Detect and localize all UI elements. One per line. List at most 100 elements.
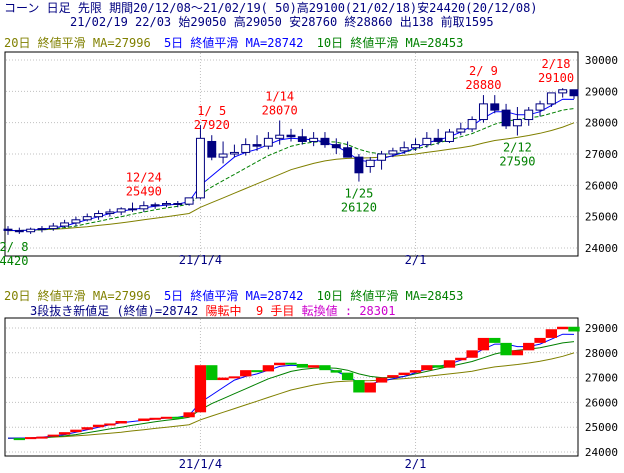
y-tick-label: 30000 <box>585 54 618 67</box>
new-price-block <box>307 365 320 368</box>
annotation-date: 2/18 <box>542 57 571 71</box>
candle-body <box>263 137 273 147</box>
candle-body <box>388 150 398 155</box>
candle-body <box>445 131 454 142</box>
annotation-value: 4420 <box>0 254 28 268</box>
bottom-y-axis: 29000 28000 27000 26000 25000 24000 <box>585 322 618 459</box>
new-price-block <box>70 429 82 433</box>
candle-body <box>116 208 126 213</box>
header-line-2: 21/02/19 22/03 始29050 高29050 安28760 終288… <box>70 15 494 29</box>
annotation-date: 1/25 <box>344 187 373 201</box>
new-price-block <box>353 380 365 393</box>
new-price-block <box>104 423 116 426</box>
annotation-value: 27590 <box>499 155 535 169</box>
new-price-block <box>81 427 93 430</box>
annotation-date: 1/ 5 <box>197 104 226 118</box>
new-price-block <box>330 370 342 373</box>
candle-body <box>422 137 432 146</box>
candle-body <box>71 219 81 224</box>
candle-body <box>558 89 568 94</box>
candle-body <box>173 203 183 206</box>
annotation-date: 2/12 <box>503 141 532 155</box>
new-price-block <box>511 350 524 356</box>
new-price-block <box>262 365 275 372</box>
y-tick-label: 25000 <box>585 421 618 434</box>
candle-body <box>275 134 285 139</box>
candle-body <box>37 228 47 231</box>
new-price-block <box>557 326 569 330</box>
top-moving-averages <box>7 98 575 232</box>
top-y-axis: 30000 29000 28000 27000 26000 25000 24000 <box>585 54 618 255</box>
new-price-block <box>92 424 105 428</box>
candle-body <box>524 109 534 121</box>
new-price-block <box>500 342 512 356</box>
candle-body <box>184 197 194 205</box>
bottom-grid <box>6 319 577 455</box>
kagi-label: 3段抜き新値足 (終値)=28742 <box>30 304 199 318</box>
y-tick-label: 28000 <box>585 347 618 360</box>
new-price-block <box>138 418 150 421</box>
ma20-line <box>7 352 575 439</box>
new-price-block <box>172 416 184 419</box>
y-tick-label: 28000 <box>585 117 618 130</box>
candle-body <box>478 103 488 121</box>
x-tick-label: 21/1/4 <box>179 457 222 471</box>
candle-body <box>365 159 375 168</box>
candle-body <box>207 140 217 158</box>
kagi-count: 9 手目 <box>255 304 295 318</box>
candle-body <box>139 205 149 210</box>
candle-body <box>82 216 92 221</box>
candle-body <box>512 119 522 127</box>
new-price-block <box>534 337 546 343</box>
candle-body <box>467 119 477 130</box>
top-grid <box>6 53 577 255</box>
candle-body <box>14 229 24 233</box>
new-price-block <box>36 436 48 439</box>
annotation-date: 2/ 8 <box>0 240 28 254</box>
annotation-value: 26120 <box>341 201 377 215</box>
new-price-block <box>24 437 37 440</box>
x-tick-label: 2/1 <box>405 457 427 471</box>
legend-ma5: 5日 終値平滑 MA=28742 <box>163 36 304 50</box>
new-price-block <box>477 337 490 351</box>
new-price-block <box>58 432 71 435</box>
kagi-reversal: 転換値 : 28301 <box>301 304 396 318</box>
new-price-block <box>489 337 501 343</box>
annotation-date: 1/14 <box>265 89 294 103</box>
candle-body <box>128 208 137 211</box>
legend-ma5-b: 5日 終値平滑 MA=28742 <box>163 289 304 303</box>
legend-ma20: 20日 終値平滑 MA=27996 <box>4 36 151 50</box>
bottom-legend: 20日 終値平滑 MA=27996 5日 終値平滑 MA=28742 10日 終… <box>4 289 469 303</box>
x-axis-labels: 21/1/4 2/1 21/1/4 2/1 <box>179 253 427 471</box>
candle-body <box>343 147 353 158</box>
candle-body <box>354 156 364 174</box>
kagi-trend: 陽転中 <box>205 304 242 318</box>
new-price-block <box>115 421 127 424</box>
bottom-plot-frame <box>4 317 579 457</box>
candle-body <box>286 134 296 138</box>
candle-body <box>218 153 228 158</box>
candle-body <box>490 103 500 111</box>
new-price-block <box>149 417 161 420</box>
candle-body <box>60 222 70 227</box>
candle-body <box>411 144 420 149</box>
annotation-date: 2/ 9 <box>469 64 498 78</box>
annotation-value: 28070 <box>262 103 298 117</box>
header-line-1: コーン 日足 先限 期間20/12/08～21/02/19( 50)高29100… <box>4 1 538 15</box>
candle-body <box>48 225 58 230</box>
new-price-block <box>160 416 173 419</box>
ma10-line <box>8 108 575 231</box>
new-price-block <box>387 375 399 378</box>
new-price-block <box>319 365 331 371</box>
candle-body <box>252 144 262 147</box>
kagi-info: 3段抜き新値足 (終値)=28742 陽転中 9 手目 転換値 : 28301 <box>30 304 395 318</box>
new-price-bars <box>13 326 580 441</box>
candle-body <box>535 103 545 111</box>
candle-body <box>320 137 330 146</box>
candle-body <box>399 147 409 152</box>
x-tick-label: 2/1 <box>405 253 427 267</box>
y-tick-label: 26000 <box>585 396 618 409</box>
annotation-value: 25490 <box>126 184 162 198</box>
annotation-value: 29100 <box>538 71 574 85</box>
ma20-line <box>7 122 575 232</box>
